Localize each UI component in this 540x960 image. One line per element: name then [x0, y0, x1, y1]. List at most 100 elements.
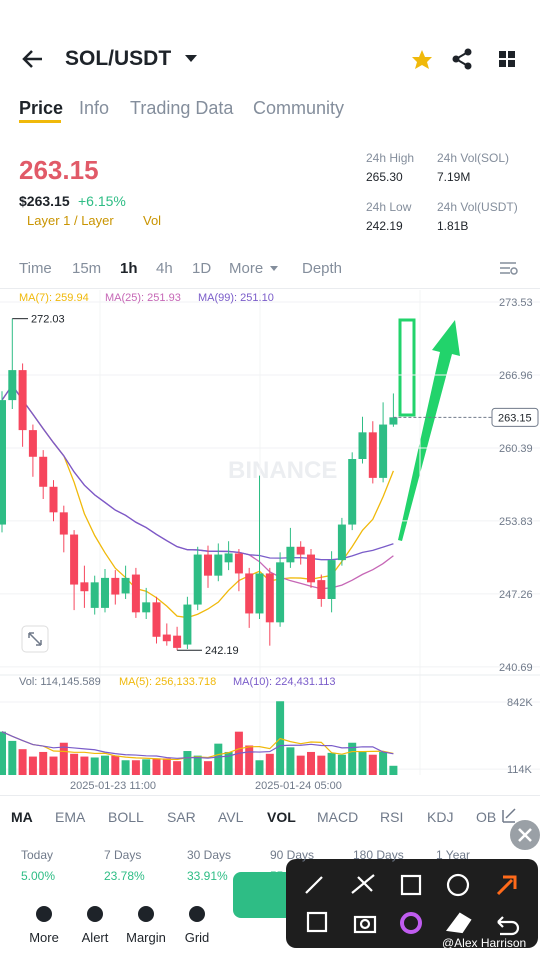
- interval[interactable]: Time: [19, 260, 52, 277]
- volume-bar: [204, 761, 212, 775]
- indicator[interactable]: BOLL: [108, 809, 144, 825]
- expand-icon[interactable]: [21, 625, 49, 653]
- indicator[interactable]: EMA: [55, 809, 86, 825]
- tag[interactable]: Vol: [143, 213, 162, 228]
- perf-label: 90 Days: [270, 848, 315, 862]
- ma-legend: MA(7): 259.94: [19, 292, 89, 304]
- indicator[interactable]: MACD: [317, 809, 359, 825]
- last-price-label: 263.15: [498, 412, 532, 424]
- nav-label[interactable]: Grid: [184, 930, 210, 945]
- interval[interactable]: 4h: [156, 260, 173, 277]
- vol-tick-label: 842K: [507, 697, 533, 709]
- candle-body: [234, 553, 243, 574]
- perf-value: 33.91%: [187, 869, 228, 883]
- nav-icon: [87, 906, 103, 922]
- back-icon[interactable]: [22, 50, 42, 68]
- interval[interactable]: 1h: [120, 260, 138, 277]
- indicator[interactable]: OB: [476, 809, 497, 825]
- candle-body: [101, 577, 109, 608]
- stat-value: 265.30: [366, 170, 403, 184]
- tab[interactable]: Price: [19, 98, 64, 118]
- indicator[interactable]: KDJ: [427, 809, 454, 825]
- credit: @Alex Harrison: [442, 936, 527, 950]
- indicator[interactable]: VOL: [267, 809, 296, 825]
- volume-bar: [173, 761, 182, 775]
- candle-body: [90, 582, 99, 608]
- interval[interactable]: 1D: [192, 260, 212, 277]
- volume-bar: [348, 742, 357, 775]
- candle-body: [28, 430, 37, 457]
- y-tick-label: 266.96: [499, 370, 533, 382]
- volume-bar: [327, 752, 336, 775]
- candle-body: [379, 424, 388, 478]
- stat-value: 242.19: [366, 219, 403, 233]
- nav-label[interactable]: More: [29, 930, 59, 945]
- share-icon[interactable]: [452, 48, 472, 70]
- candle-body: [317, 580, 326, 599]
- x-tick-label: 2025-01-24 05:00: [255, 780, 342, 792]
- vol-ma-line: [1, 731, 394, 761]
- perf-value: 55.: [270, 869, 287, 883]
- volume-bar: [265, 753, 274, 775]
- volume-bar: [28, 756, 37, 775]
- interval[interactable]: More: [229, 260, 264, 277]
- volume-bar: [358, 751, 367, 775]
- candle-body: [70, 534, 79, 585]
- volume-bar: [39, 751, 48, 775]
- volume-bar: [389, 765, 398, 775]
- change: +6.15%: [78, 193, 126, 209]
- nav-icon: [189, 906, 205, 922]
- indicator[interactable]: AVL: [218, 809, 244, 825]
- volume-bar: [193, 755, 202, 775]
- volume-bar: [131, 760, 140, 775]
- candle-body: [307, 554, 315, 583]
- candle-body: [59, 512, 68, 535]
- volume-bar: [111, 755, 120, 775]
- volume-bar: [379, 751, 388, 775]
- interval[interactable]: 15m: [72, 260, 102, 277]
- volume-bar: [245, 745, 254, 775]
- candle-body: [348, 459, 357, 525]
- stat-label: 24h Vol(SOL): [437, 151, 510, 165]
- drawn-rectangle: [398, 318, 416, 417]
- candle-body: [183, 604, 192, 645]
- interval[interactable]: Depth: [302, 260, 343, 277]
- toolbar-icons[interactable]: [305, 873, 520, 936]
- tag[interactable]: Layer 1 / Layer: [27, 213, 114, 228]
- tab-underline: [19, 120, 61, 123]
- perf-label: 1 Year: [436, 848, 471, 862]
- indicator[interactable]: RSI: [380, 809, 404, 825]
- volume-bar: [0, 731, 6, 775]
- tab[interactable]: Info: [79, 98, 110, 118]
- settings-icon[interactable]: [500, 262, 518, 275]
- close-icon: [518, 828, 532, 842]
- y-tick-label: 240.69: [499, 662, 533, 674]
- candle-body: [245, 573, 254, 614]
- nav-label[interactable]: Alert: [81, 930, 109, 945]
- candle-body: [111, 577, 120, 595]
- watermark: BINANCE: [228, 457, 337, 484]
- candle-body: [265, 573, 274, 623]
- grid-icon[interactable]: [499, 51, 515, 67]
- candle-body: [142, 602, 151, 613]
- star-icon[interactable]: [412, 50, 432, 69]
- indicator[interactable]: SAR: [167, 809, 196, 825]
- dropdown-icon[interactable]: [185, 55, 197, 62]
- nav-label[interactable]: Margin: [126, 930, 166, 945]
- stat-label: 24h High: [366, 151, 415, 165]
- tab[interactable]: Trading Data: [130, 98, 234, 118]
- volume-bar: [70, 753, 79, 775]
- candle-body: [204, 554, 212, 576]
- vol-legend: MA(5): 256,133.718: [119, 676, 217, 688]
- tab[interactable]: Community: [253, 98, 345, 118]
- candle-body: [193, 554, 202, 605]
- candle-body: [337, 524, 346, 561]
- perf-label: 7 Days: [104, 848, 142, 862]
- ma-legend: MA(99): 251.10: [198, 292, 274, 304]
- volume-bar: [183, 751, 192, 775]
- candle-body: [276, 562, 285, 623]
- drawn-arrow: [398, 320, 460, 541]
- indicator[interactable]: MA: [11, 809, 33, 825]
- nav-icon: [36, 906, 52, 922]
